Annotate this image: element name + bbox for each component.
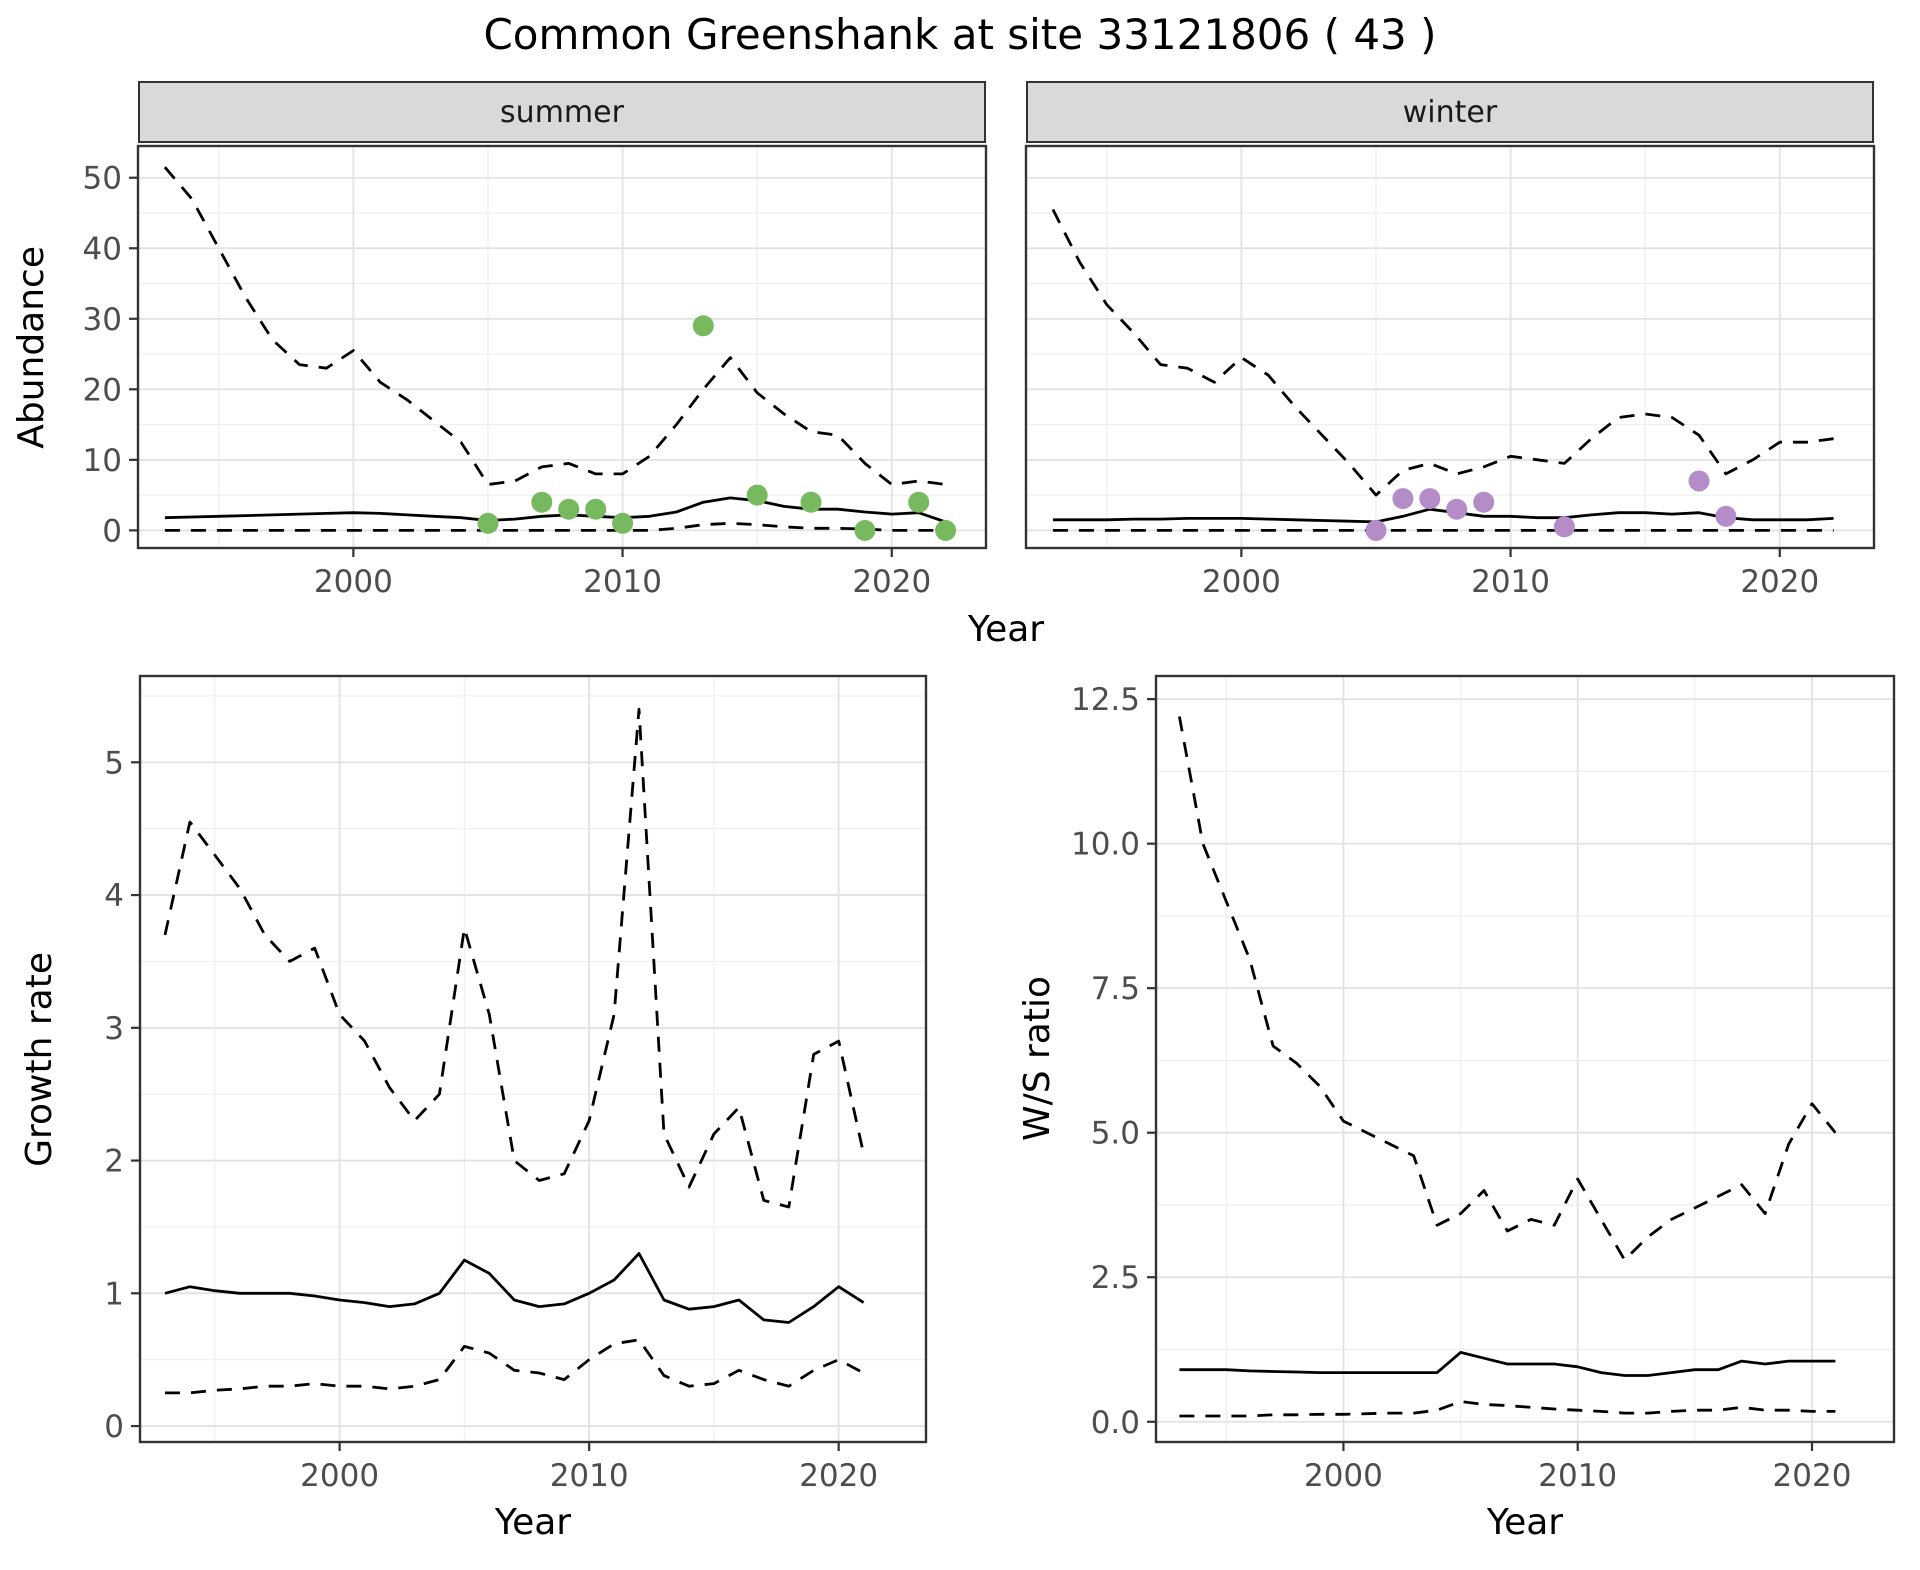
abundance-facets: summer 2000 2010 2020 0 10 20 30 40 50 winter 20… [54, 81, 1882, 605]
growth-rate-chart: Growth rate 2000 2010 2020 0 1 2 3 4 5 Year [16, 670, 936, 1543]
abundance-y-axis-label: Abundance [10, 245, 52, 449]
facet-summer: summer 2000 2010 2020 0 10 20 30 40 50 [54, 81, 994, 605]
svg-text:2010: 2010 [583, 564, 662, 600]
chart-page: Common Greenshank at site 33121806 ( 43 … [0, 10, 1920, 1543]
svg-text:2: 2 [104, 1144, 124, 1180]
growth-panel-column: 2000 2010 2020 0 1 2 3 4 5 Year [62, 670, 936, 1543]
svg-text:1: 1 [104, 1276, 124, 1312]
ws-panel-column: 2000 2010 2020 0.0 2.5 5.0 7.5 10.0 12.5 Year [1060, 670, 1904, 1543]
facet-strip-summer: summer [138, 81, 986, 143]
svg-text:2010: 2010 [1471, 564, 1550, 600]
svg-text:0.0: 0.0 [1091, 1405, 1140, 1441]
growth-rate-panel: 2000 2010 2020 0 1 2 3 4 5 [104, 674, 928, 1494]
svg-text:2020: 2020 [1773, 1458, 1852, 1494]
svg-text:2020: 2020 [1740, 564, 1819, 600]
svg-text:40: 40 [83, 231, 122, 267]
ws-ratio-panel: 2000 2010 2020 0.0 2.5 5.0 7.5 10.0 12.5 [1071, 674, 1896, 1494]
svg-text:2020: 2020 [852, 564, 931, 600]
growth-x-axis-label: Year [494, 1502, 572, 1543]
svg-text:50: 50 [83, 161, 122, 197]
facet-strip-winter: winter [1026, 81, 1874, 143]
winter-abundance-panel: 2000 2010 2020 [1024, 144, 1876, 600]
abundance-y-axis: Abundance [8, 146, 54, 548]
ws-ratio-chart: W/S ratio 2000 2010 2020 0.0 2.5 5.0 7.5 10.0 12… [1014, 670, 1904, 1543]
bottom-charts: Growth rate 2000 2010 2020 0 1 2 3 4 5 Year W/S … [0, 670, 1920, 1543]
svg-text:3: 3 [104, 1011, 124, 1047]
svg-text:5: 5 [104, 745, 124, 781]
svg-text:20: 20 [83, 372, 122, 408]
svg-text:10: 10 [83, 443, 122, 479]
summer-abundance-panel: 2000 2010 2020 0 10 20 30 40 50 [83, 144, 988, 600]
svg-text:2010: 2010 [550, 1458, 629, 1494]
growth-y-axis-label: Growth rate [18, 951, 60, 1167]
page-title: Common Greenshank at site 33121806 ( 43 … [483, 10, 1437, 59]
abundance-x-axis-label: Year [967, 609, 1045, 650]
svg-text:0: 0 [104, 1409, 124, 1445]
facet-winter: winter 2000 2010 2020 [1020, 81, 1882, 605]
svg-text:10.0: 10.0 [1071, 827, 1140, 863]
svg-text:2000: 2000 [314, 564, 393, 600]
svg-text:7.5: 7.5 [1091, 971, 1140, 1007]
svg-text:2010: 2010 [1538, 1458, 1617, 1494]
svg-text:5.0: 5.0 [1091, 1116, 1140, 1152]
ws-x-axis-label: Year [1486, 1502, 1564, 1543]
svg-text:12.5: 12.5 [1071, 682, 1140, 718]
ws-y-axis-label: W/S ratio [1016, 976, 1058, 1142]
svg-text:30: 30 [83, 302, 122, 338]
svg-text:2020: 2020 [799, 1458, 878, 1494]
svg-text:2000: 2000 [1304, 1458, 1383, 1494]
ws-y-axis: W/S ratio [1014, 676, 1060, 1442]
growth-y-axis: Growth rate [16, 676, 62, 1442]
svg-text:2000: 2000 [300, 1458, 379, 1494]
abundance-chart: Abundance summer 2000 2010 2020 0 10 20 30 40 50… [0, 81, 1920, 605]
svg-text:0: 0 [102, 513, 122, 549]
svg-text:2.5: 2.5 [1091, 1260, 1140, 1296]
svg-text:4: 4 [104, 878, 124, 914]
svg-text:2000: 2000 [1202, 564, 1281, 600]
